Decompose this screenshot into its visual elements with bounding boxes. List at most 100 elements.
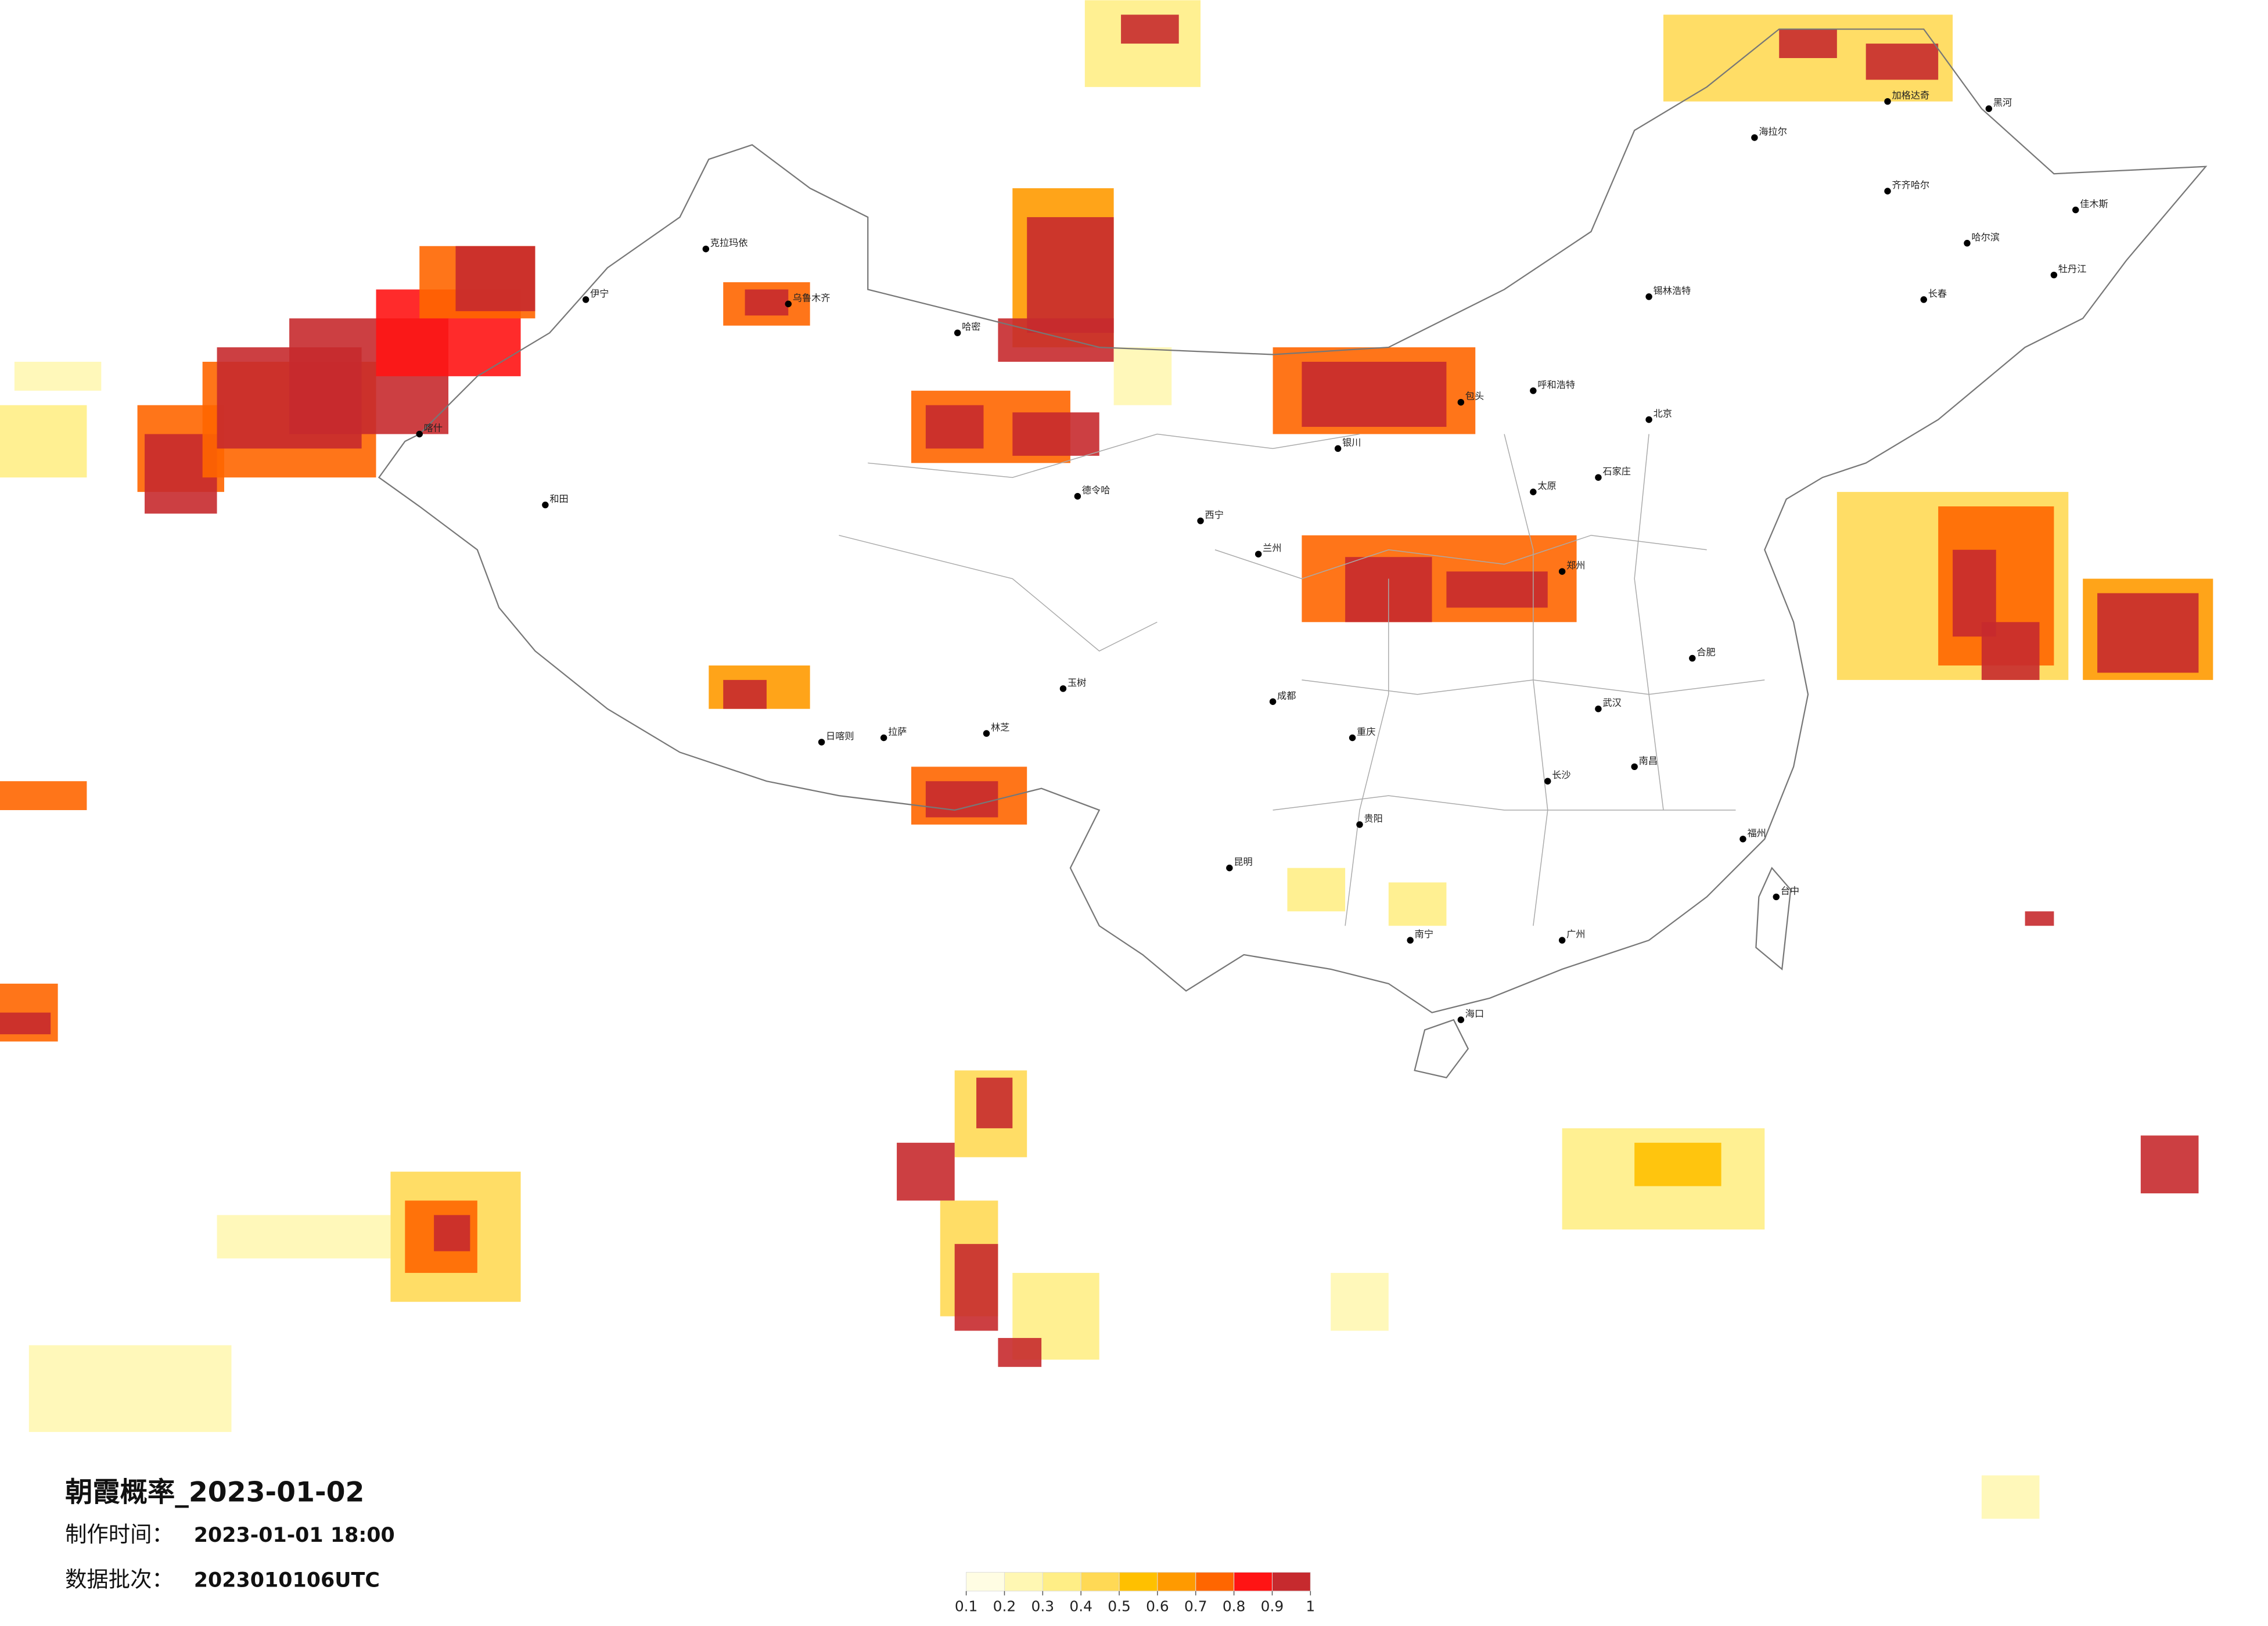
city-label: 呼和浩特	[1537, 379, 1575, 390]
city-label: 银川	[1342, 437, 1361, 448]
city-label: 海拉尔	[1759, 126, 1787, 137]
province-borders	[839, 433, 1765, 926]
colorbar-swatch	[1157, 1571, 1196, 1592]
heat-patch	[1866, 44, 1939, 80]
city-layer: 乌鲁木齐克拉玛依伊宁喀什和田哈密拉萨日喀则林芝西宁兰州银川呼和浩特包头锡林浩特海…	[416, 90, 2108, 1023]
city-label: 日喀则	[826, 731, 854, 742]
heat-patch	[1331, 1272, 1389, 1331]
city-dot	[1530, 488, 1537, 495]
heat-patch	[998, 318, 1114, 362]
heat-patch	[925, 781, 998, 818]
heat-patch	[998, 1338, 1042, 1367]
city-dot	[1197, 517, 1204, 524]
tick-label: 0.9	[1261, 1598, 1284, 1615]
city-dot	[1558, 937, 1566, 944]
city-dot	[1739, 836, 1746, 843]
city-label: 合肥	[1696, 647, 1715, 658]
china-outline	[378, 28, 2208, 1079]
heat-patch	[1388, 882, 1447, 926]
city-dot	[416, 430, 423, 438]
city-dot	[880, 734, 887, 742]
city-label: 和田	[549, 494, 568, 505]
heat-patch	[1446, 571, 1548, 608]
city-dot	[1226, 864, 1233, 872]
city-dot	[1884, 98, 1891, 105]
city-label: 石家庄	[1602, 466, 1631, 477]
city-label: 乌鲁木齐	[793, 292, 831, 303]
city-label: 昆明	[1234, 857, 1252, 868]
tick-label: 0.3	[1031, 1598, 1055, 1615]
heat-patch	[925, 405, 984, 449]
city-label: 哈尔滨	[1971, 232, 2000, 243]
info-label: 制作时间：	[65, 1521, 174, 1547]
city-label: 牡丹江	[2058, 264, 2087, 275]
city-label: 长沙	[1552, 769, 1570, 780]
city-dot	[785, 300, 792, 308]
colorbar-swatch	[966, 1571, 1005, 1592]
city-dot	[1773, 893, 1780, 901]
city-dot	[1985, 105, 1993, 112]
info-label: 数据批次：	[65, 1566, 174, 1592]
city-label: 玉树	[1067, 677, 1086, 688]
info-value: 2023010106UTC	[194, 1569, 380, 1592]
heat-patch	[1634, 1142, 1721, 1186]
city-label: 成都	[1277, 690, 1296, 701]
heat-patch	[745, 289, 789, 316]
colorbar-swatch	[1042, 1571, 1081, 1592]
colorbar-swatch	[1234, 1571, 1273, 1592]
city-label: 伊宁	[590, 288, 609, 299]
city-dot	[1645, 416, 1652, 423]
heat-patch	[723, 679, 767, 709]
city-dot	[1558, 568, 1566, 575]
city-dot	[1751, 134, 1758, 141]
colorbar-swatch	[1004, 1571, 1043, 1592]
city-dot	[1689, 654, 1696, 662]
city-label: 北京	[1654, 408, 1672, 419]
city-label: 海口	[1465, 1008, 1484, 1019]
city-label: 福州	[1747, 828, 1766, 839]
city-dot	[1457, 398, 1465, 406]
heat-patch	[1121, 15, 1179, 44]
heat-patch	[976, 1077, 1013, 1128]
city-label: 南昌	[1639, 755, 1658, 766]
city-dot	[1631, 763, 1638, 771]
heat-patch	[1027, 217, 1114, 333]
city-dot	[1920, 296, 1928, 303]
tick-label: 0.7	[1184, 1598, 1207, 1615]
heat-patch	[1012, 412, 1099, 456]
city-label: 包头	[1465, 391, 1484, 402]
city-dot	[702, 246, 710, 253]
city-dot	[542, 501, 549, 509]
city-dot	[1407, 937, 1414, 944]
city-dot	[983, 730, 990, 737]
heat-patch	[2140, 1135, 2199, 1193]
city-label: 克拉玛依	[710, 238, 748, 249]
city-dot	[1884, 188, 1891, 195]
city-dot	[1595, 705, 1602, 713]
heat-patch	[434, 1215, 470, 1251]
city-dot	[954, 329, 961, 336]
city-dot	[1255, 551, 1262, 557]
heat-patch	[28, 1345, 232, 1432]
city-label: 贵阳	[1364, 813, 1382, 824]
tick-label: 1	[1306, 1598, 1315, 1615]
heat-patch	[1981, 622, 2040, 680]
heat-patch	[1113, 347, 1172, 405]
city-label: 西宁	[1205, 509, 1224, 520]
city-label: 台中	[1781, 885, 1799, 896]
probability-field	[0, 0, 2213, 1519]
city-label: 德令哈	[1082, 485, 1110, 496]
info-value: 2023-01-01 18:00	[194, 1524, 395, 1547]
colorbar: 0.1 0.2 0.3 0.4 0.5 0.6 0.7 0.8 0.9 1	[955, 1571, 1315, 1615]
city-dot	[2072, 206, 2079, 214]
city-label: 黑河	[1993, 97, 2012, 108]
colorbar-swatch	[1271, 1571, 1311, 1592]
city-dot	[818, 739, 825, 746]
city-label: 太原	[1537, 480, 1556, 491]
city-dot	[1964, 240, 1971, 247]
city-label: 郑州	[1566, 560, 1585, 571]
heat-patch	[1981, 1475, 2040, 1519]
city-label: 兰州	[1263, 542, 1281, 553]
city-dot	[1334, 445, 1342, 452]
heat-patch	[1302, 361, 1447, 427]
